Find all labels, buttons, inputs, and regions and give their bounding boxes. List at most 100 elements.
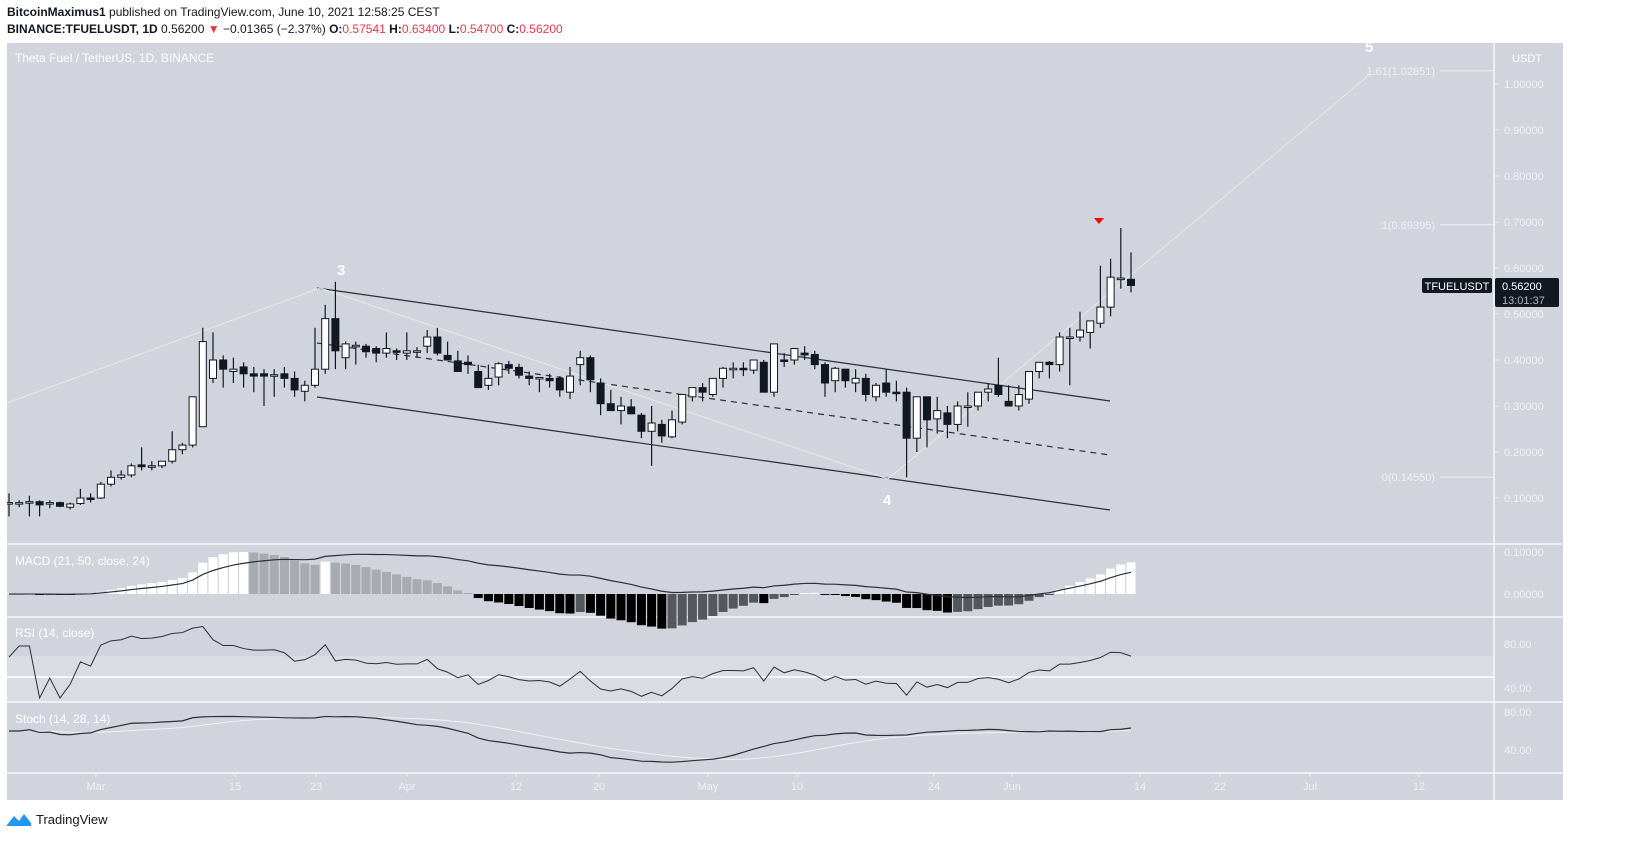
tradingview-logo-icon xyxy=(7,814,31,826)
candle xyxy=(270,374,279,377)
candle xyxy=(219,359,228,370)
macd-line xyxy=(9,553,1132,599)
candle xyxy=(56,502,64,507)
candle xyxy=(372,348,381,354)
price-tick: 0.90000 xyxy=(1504,125,1544,137)
author-name[interactable]: BitcoinMaximus1 xyxy=(7,5,106,19)
candle xyxy=(729,367,738,371)
fib-label: 1(0.69395) xyxy=(1382,220,1435,232)
candle xyxy=(76,497,85,505)
stoch-k-line xyxy=(9,715,1132,763)
candle xyxy=(800,352,809,356)
candle xyxy=(168,449,177,462)
candle xyxy=(831,367,840,382)
candle xyxy=(861,377,870,395)
time-tick: 22 xyxy=(1214,781,1226,793)
candle xyxy=(566,375,574,393)
candle xyxy=(1025,371,1033,400)
candle xyxy=(484,377,493,386)
candle xyxy=(158,460,166,467)
candle xyxy=(127,465,136,476)
candle xyxy=(749,359,758,371)
candle xyxy=(790,348,799,361)
candle xyxy=(525,375,534,379)
candle xyxy=(708,377,717,395)
stoch-tick-40: 40.00 xyxy=(1504,745,1532,757)
sell-signal-icon xyxy=(1094,218,1104,224)
price-tick: 0.40000 xyxy=(1504,355,1544,367)
candle xyxy=(494,363,503,378)
time-tick: Apr xyxy=(398,781,415,793)
candle xyxy=(555,377,564,391)
tradingview-logo[interactable]: TradingView xyxy=(6,809,108,829)
high-value: 0.63400 xyxy=(401,22,446,36)
elliott-wave-lines[interactable] xyxy=(6,74,1370,480)
candle xyxy=(1055,336,1064,366)
fib-label: 1.61(1.02851) xyxy=(1367,66,1436,78)
candle xyxy=(86,497,95,500)
candle xyxy=(943,412,952,425)
wave-label-3: 3 xyxy=(337,262,345,279)
candle xyxy=(698,387,707,393)
chart-area[interactable]: Theta Fuel / TetherUS, 1D, BINANCE MACD … xyxy=(4,39,1563,800)
low-value: 0.54700 xyxy=(459,22,504,36)
indicator-axes[interactable]: 0.10000 0.00000 80.00 40.00 80.00 40.00 xyxy=(1504,547,1544,757)
stoch-tick-80: 80.00 xyxy=(1504,707,1532,719)
candle xyxy=(617,405,625,412)
open-label: O: xyxy=(329,22,343,36)
candle xyxy=(739,367,748,371)
candle xyxy=(249,373,258,377)
candle xyxy=(851,377,860,384)
time-axis[interactable]: Mar 15 23 Apr 12 20 May 10 24 Jun 14 22 Jul 12 xyxy=(87,773,1426,793)
candle xyxy=(1035,361,1044,372)
candle xyxy=(1116,277,1125,281)
rsi-label: RSI (14, close) xyxy=(15,626,94,640)
candle xyxy=(994,384,1003,395)
candle xyxy=(341,343,350,359)
candle xyxy=(1106,276,1115,308)
stoch-d-line xyxy=(9,716,1132,760)
fib-label: 0(0.14550) xyxy=(1382,472,1435,484)
candle xyxy=(515,366,523,376)
price-tick: 0.10000 xyxy=(1504,493,1544,505)
price-axis[interactable]: 1.00000 0.90000 0.80000 0.70000 0.60000 0.500… xyxy=(1494,79,1544,505)
macd-label: MACD (21, 50, close, 24) xyxy=(15,554,150,568)
candle xyxy=(984,388,993,393)
candle xyxy=(688,387,697,398)
chart-canvas[interactable]: Theta Fuel / TetherUS, 1D, BINANCE MACD … xyxy=(4,39,1563,800)
candle xyxy=(66,503,75,508)
candle xyxy=(198,341,207,428)
candle xyxy=(770,343,778,393)
candle xyxy=(433,336,442,354)
low-label: L: xyxy=(448,22,460,36)
candle xyxy=(392,350,401,353)
descending-channel[interactable] xyxy=(316,287,1111,511)
candle xyxy=(933,410,942,420)
high-label: H: xyxy=(389,22,402,36)
candle xyxy=(35,501,44,506)
candle xyxy=(912,396,921,439)
last-price: 0.56200 xyxy=(161,22,205,36)
candle xyxy=(290,377,299,391)
candle xyxy=(402,350,411,354)
candle xyxy=(719,367,727,379)
candle xyxy=(311,368,319,386)
candle xyxy=(504,364,513,369)
candle xyxy=(1004,400,1013,407)
candle xyxy=(260,373,268,377)
time-tick: 12 xyxy=(510,781,522,793)
candle xyxy=(678,394,687,423)
price-tick: 0.20000 xyxy=(1504,447,1544,459)
candle xyxy=(953,405,962,425)
symbol-label: BINANCE:TFUELUSDT, 1D xyxy=(7,22,158,36)
fib-levels[interactable]: 1.61(1.02851) 1(0.69395) 0(0.14550) xyxy=(1367,66,1495,484)
candle xyxy=(923,396,931,421)
macd-tick-top: 0.10000 xyxy=(1504,547,1544,559)
time-tick: May xyxy=(698,781,719,793)
candle xyxy=(759,361,768,393)
time-tick: 12 xyxy=(1413,781,1425,793)
candle xyxy=(1076,329,1084,338)
candle xyxy=(5,502,13,505)
candle xyxy=(107,476,115,485)
tradingview-brand: TradingView xyxy=(36,811,108,827)
